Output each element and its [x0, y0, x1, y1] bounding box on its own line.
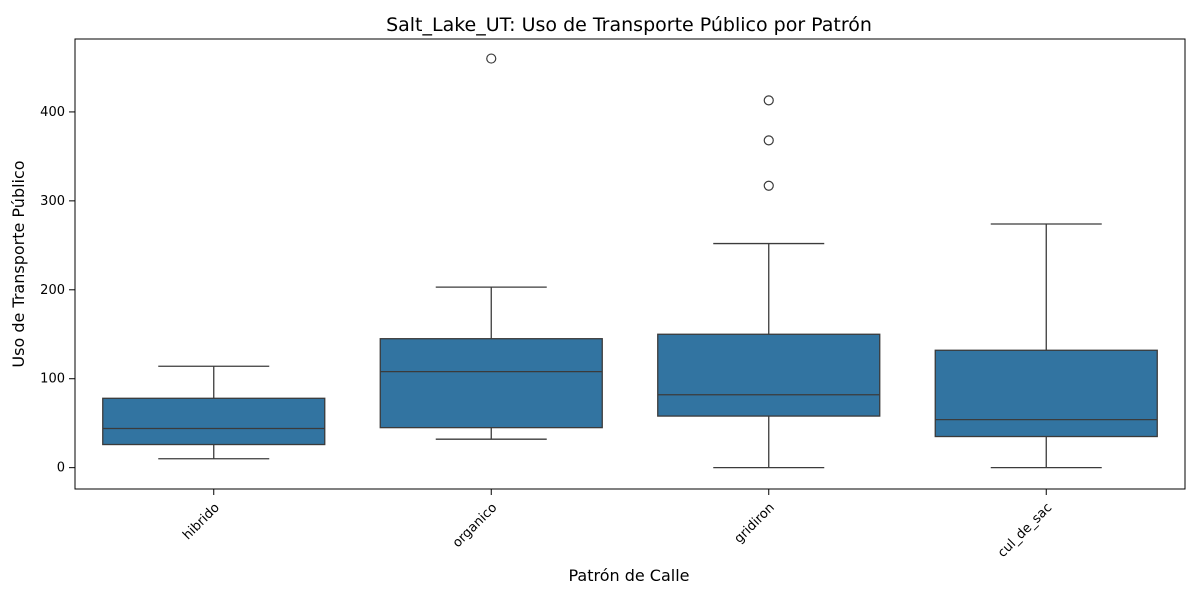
y-tick-label-3: 300	[40, 194, 65, 209]
x-tick-label-gridiron: gridiron	[732, 500, 778, 546]
box-organico	[379, 338, 603, 429]
plot-frame	[74, 38, 1186, 490]
outlier-point-gridiron-1	[763, 135, 774, 146]
box-cul_de_sac	[934, 349, 1158, 438]
x-tick-label-organico: organico	[450, 500, 500, 550]
x-axis-label: Patrón de Calle	[568, 566, 689, 585]
y-tick-label-4: 400	[40, 105, 65, 120]
y-tick-label-1: 100	[40, 372, 65, 387]
box-gridiron	[657, 333, 881, 417]
x-tick-label-cul_de_sac: cul_de_sac	[995, 500, 1055, 560]
y-axis-label: Uso de Transporte Público	[9, 160, 28, 367]
plot-area: 0 100 200 300 400 hibrido organico gridiron cul_…	[40, 38, 1186, 561]
outlier-point-gridiron-0	[763, 180, 774, 191]
y-tick-label-0: 0	[57, 461, 65, 476]
x-tick-label-hibrido: hibrido	[180, 500, 223, 543]
outlier-point-organico-0	[486, 53, 497, 64]
chart-title: Salt_Lake_UT: Uso de Transporte Público …	[386, 14, 872, 36]
outlier-point-gridiron-2	[763, 95, 774, 106]
box-hibrido	[102, 397, 326, 446]
y-tick-label-2: 200	[40, 283, 65, 298]
